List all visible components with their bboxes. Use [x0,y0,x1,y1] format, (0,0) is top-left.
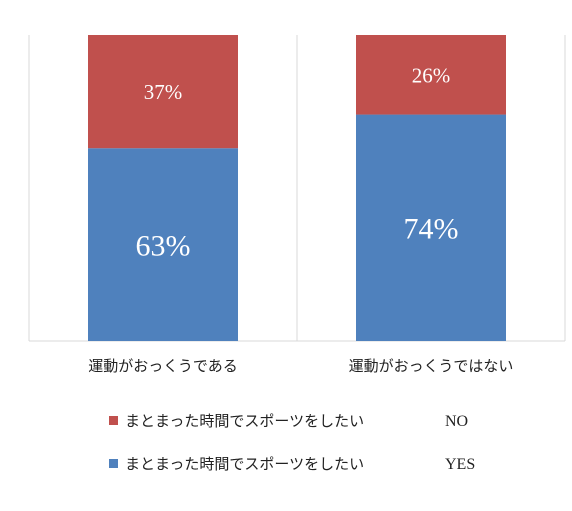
data-label-no-1: 37% [144,80,183,104]
legend-suffix-no: NO [445,413,468,430]
legend-swatch-no [109,416,118,425]
category-label-2: 運動がおっくうではない [349,357,514,375]
data-label-no-2: 26% [412,63,451,87]
data-label-yes-1: 63% [136,229,191,262]
legend-suffix-yes: YES [445,456,475,473]
bars-group: 63% 37% 74% 26% [88,35,506,341]
category-labels: 運動がおっくうである 運動がおっくうではない [88,357,513,375]
data-label-yes-2: 74% [404,213,459,246]
category-label-1: 運動がおっくうである [88,357,238,375]
bar-yes-1 [88,148,238,341]
bar-no-1 [88,35,238,149]
bar-no-2 [356,35,506,115]
legend-swatch-yes [109,459,118,468]
legend-label-yes: まとまった時間でスポーツをしたい [125,455,364,473]
bar-yes-2 [356,114,506,341]
legend-label-no: まとまった時間でスポーツをしたい [125,412,364,430]
legend: まとまった時間でスポーツをしたい NO まとまった時間でスポーツをしたい YES [109,412,475,473]
